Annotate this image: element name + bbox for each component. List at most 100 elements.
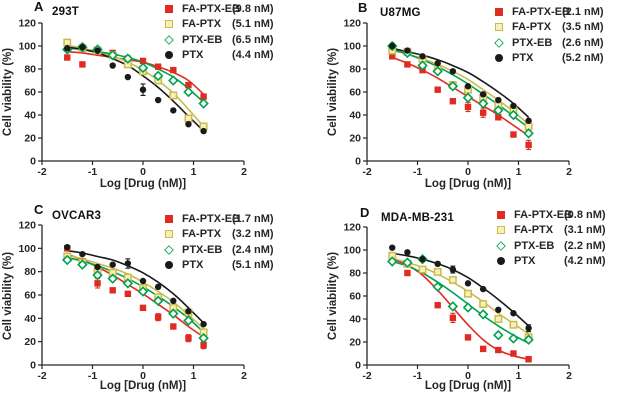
legend-series-name: FA-PTX bbox=[512, 21, 552, 33]
legend-ic50-value: (3.2 nM) bbox=[232, 228, 274, 240]
svg-text:80: 80 bbox=[24, 266, 36, 278]
svg-text:0: 0 bbox=[355, 360, 361, 372]
svg-text:-1: -1 bbox=[413, 166, 422, 178]
legend-ic50-value: (0.8 nM) bbox=[564, 208, 606, 221]
svg-text:80: 80 bbox=[24, 64, 36, 76]
circle-filled-marker-icon bbox=[165, 261, 173, 269]
y-axis-label: Cell viability (%) bbox=[2, 251, 14, 341]
svg-text:40: 40 bbox=[24, 110, 36, 122]
svg-text:40: 40 bbox=[24, 313, 36, 325]
svg-text:80: 80 bbox=[349, 268, 361, 280]
legend-series-name: FA-PTX-EB bbox=[514, 208, 573, 221]
diamond-open-marker-icon bbox=[496, 240, 506, 251]
legend-ic50-value: (5.1 nM) bbox=[232, 259, 274, 271]
legend-series-name: PTX bbox=[182, 49, 204, 61]
legend-series-name: PTX bbox=[512, 52, 534, 64]
legend-row: FA-PTX-EB (0.8 nM) bbox=[495, 207, 623, 223]
svg-text:-2: -2 bbox=[37, 166, 46, 178]
legend-a: FA-PTX-EB (9.8 nM) FA-PTX (5.1 nM) PTX-E… bbox=[163, 1, 311, 63]
svg-text:1: 1 bbox=[191, 370, 197, 382]
square-filled-marker-icon bbox=[165, 4, 173, 13]
legend-row: PTX-EB (2.2 nM) bbox=[495, 238, 623, 254]
legend-ic50-value: (2.6 nM) bbox=[562, 36, 604, 49]
svg-text:0: 0 bbox=[30, 360, 36, 372]
svg-text:0: 0 bbox=[140, 166, 146, 178]
legend-series-name: FA-PTX-EB bbox=[182, 2, 241, 15]
cell-line-title-mda-mb-231: MDA-MB-231 bbox=[381, 212, 454, 224]
x-axis-label: Log [Drug (nM)] bbox=[424, 380, 512, 392]
svg-text:20: 20 bbox=[349, 337, 361, 349]
svg-text:120: 120 bbox=[18, 220, 36, 232]
x-axis-label: Log [Drug (nM)] bbox=[424, 178, 512, 190]
svg-text:120: 120 bbox=[343, 18, 361, 30]
square-open-marker-icon bbox=[165, 230, 173, 238]
legend-row: PTX-EB (2.6 nM) bbox=[493, 35, 623, 51]
svg-text:-2: -2 bbox=[37, 370, 46, 382]
legend-ic50-value: (2.4 nM) bbox=[232, 243, 274, 256]
svg-text:2: 2 bbox=[566, 370, 572, 382]
svg-text:100: 100 bbox=[18, 41, 36, 53]
svg-text:2: 2 bbox=[241, 166, 247, 178]
legend-ic50-value: (5.1 nM) bbox=[232, 18, 274, 30]
legend-series-name: FA-PTX-EB bbox=[182, 212, 241, 225]
svg-text:-2: -2 bbox=[362, 370, 371, 382]
svg-text:1: 1 bbox=[516, 166, 522, 178]
panel-letter-c: C bbox=[34, 202, 44, 217]
svg-text:0: 0 bbox=[465, 166, 471, 178]
svg-text:60: 60 bbox=[349, 291, 361, 303]
svg-text:60: 60 bbox=[24, 87, 36, 99]
cell-line-title-293t: 293T bbox=[52, 6, 80, 18]
svg-text:0: 0 bbox=[30, 156, 36, 168]
legend-series-name: PTX bbox=[182, 259, 204, 271]
svg-text:100: 100 bbox=[18, 243, 36, 255]
panel-letter-d: D bbox=[360, 205, 370, 220]
legend-ic50-value: (3.1 nM) bbox=[564, 224, 606, 236]
svg-text:40: 40 bbox=[349, 110, 361, 122]
svg-text:60: 60 bbox=[349, 87, 361, 99]
legend-row: FA-PTX (3.2 nM) bbox=[163, 227, 311, 243]
legend-b: FA-PTX-EB (2.1 nM) FA-PTX (3.5 nM) PTX-E… bbox=[493, 4, 623, 66]
x-axis-label: Log [Drug (nM)] bbox=[99, 380, 187, 392]
legend-row: PTX (4.4 nM) bbox=[163, 48, 311, 64]
legend-series-name: FA-PTX bbox=[514, 224, 554, 236]
diamond-open-marker-icon bbox=[494, 37, 504, 48]
y-axis-label: Cell viability (%) bbox=[327, 251, 339, 341]
panel-a: -2 -1 0 1 2 0 20 40 60 80 100 120 A 293T FA-PTX-EB … bbox=[0, 0, 311, 202]
legend-series-name: PTX bbox=[514, 255, 536, 267]
legend-row: PTX-EB (2.4 nM) bbox=[163, 242, 311, 258]
legend-ic50-value: (2.2 nM) bbox=[564, 239, 606, 252]
svg-text:1: 1 bbox=[516, 370, 522, 382]
svg-text:60: 60 bbox=[24, 290, 36, 302]
legend-ic50-value: (6.5 nM) bbox=[232, 33, 274, 46]
square-filled-marker-icon bbox=[165, 214, 173, 223]
cell-line-title-u87mg: U87MG bbox=[380, 7, 421, 19]
svg-text:-1: -1 bbox=[88, 166, 97, 178]
legend-ic50-value: (4.2 nM) bbox=[564, 255, 606, 267]
cell-line-title-ovcar3: OVCAR3 bbox=[52, 210, 102, 222]
legend-d: FA-PTX-EB (0.8 nM) FA-PTX (3.1 nM) PTX-E… bbox=[495, 207, 623, 269]
panel-letter-b: B bbox=[358, 0, 368, 15]
svg-text:20: 20 bbox=[349, 133, 361, 145]
panel-c: -2 -1 0 1 2 0 20 40 60 80 100 120 C OVCAR3 FA-PTX-E… bbox=[0, 202, 311, 404]
legend-row: PTX (5.1 nM) bbox=[163, 258, 311, 274]
square-filled-marker-icon bbox=[497, 210, 505, 219]
legend-series-name: PTX-EB bbox=[514, 239, 555, 252]
legend-row: FA-PTX (5.1 nM) bbox=[163, 17, 311, 33]
diamond-open-marker-icon bbox=[164, 34, 174, 45]
legend-row: PTX-EB (6.5 nM) bbox=[163, 32, 311, 48]
legend-ic50-value: (5.2 nM) bbox=[562, 52, 604, 64]
legend-ic50-value: (9.8 nM) bbox=[232, 2, 274, 15]
svg-text:2: 2 bbox=[566, 166, 572, 178]
circle-filled-marker-icon bbox=[165, 51, 173, 59]
svg-text:-1: -1 bbox=[413, 370, 422, 382]
svg-text:1: 1 bbox=[191, 166, 197, 178]
legend-row: FA-PTX (3.5 nM) bbox=[493, 20, 623, 36]
legend-series-name: PTX-EB bbox=[182, 243, 223, 256]
legend-series-name: FA-PTX-EB bbox=[512, 5, 571, 18]
svg-text:0: 0 bbox=[140, 370, 146, 382]
svg-text:120: 120 bbox=[18, 18, 36, 30]
